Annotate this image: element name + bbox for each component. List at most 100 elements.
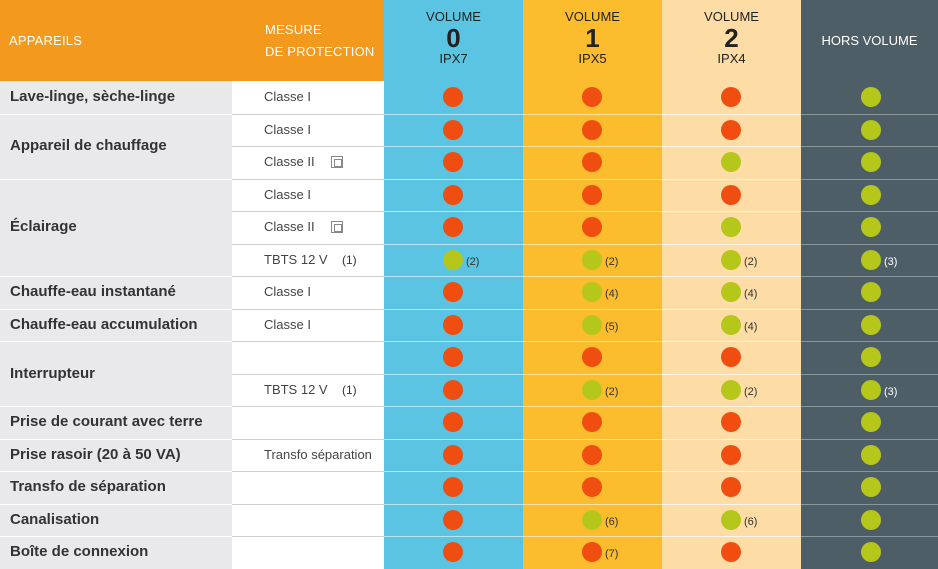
green-dot-icon bbox=[861, 477, 881, 497]
row-divider-measure bbox=[232, 309, 384, 310]
row-divider-measure bbox=[232, 146, 384, 147]
red-dot-icon bbox=[443, 380, 463, 400]
row-divider-measure bbox=[232, 211, 384, 212]
green-dot-icon bbox=[721, 510, 741, 530]
measure-label: Classe I bbox=[264, 122, 311, 137]
class-ii-symbol-icon bbox=[331, 156, 343, 168]
row-divider-vol2 bbox=[662, 179, 801, 180]
row-divider-vol0 bbox=[384, 341, 523, 342]
measure-note: (1) bbox=[342, 253, 357, 267]
row-divider-hors bbox=[801, 309, 938, 310]
appareil-label: Canalisation bbox=[10, 511, 100, 528]
row-divider-vol1 bbox=[523, 309, 662, 310]
row-divider-label bbox=[0, 179, 232, 180]
volume-0-number: 0 bbox=[446, 23, 461, 53]
header-volume-1: VOLUME 1 IPX5 bbox=[523, 0, 662, 81]
volume-2-ip: IPX4 bbox=[717, 51, 746, 66]
red-dot-icon bbox=[582, 477, 602, 497]
red-dot-icon bbox=[582, 152, 602, 172]
green-dot-icon bbox=[861, 347, 881, 367]
row-divider-vol1 bbox=[523, 374, 662, 375]
footnote-ref: (3) bbox=[884, 386, 898, 398]
measure-label: Classe I bbox=[264, 187, 311, 202]
red-dot-icon bbox=[443, 120, 463, 140]
row-divider-vol2 bbox=[662, 374, 801, 375]
footnote-ref: (6) bbox=[605, 516, 619, 528]
green-dot-icon bbox=[582, 250, 602, 270]
header-hors-volume: HORS VOLUME bbox=[821, 33, 918, 48]
green-dot-icon bbox=[861, 87, 881, 107]
measure-label: Classe I bbox=[264, 284, 311, 299]
measure-label: Transfo séparation bbox=[264, 447, 372, 462]
header-mesure-line1: MESURE bbox=[265, 22, 322, 37]
volume-2-number: 2 bbox=[724, 23, 739, 53]
row-divider-hors bbox=[801, 276, 938, 277]
volume-1-title: VOLUME bbox=[565, 9, 620, 24]
row-divider-measure bbox=[232, 179, 384, 180]
measure-label: Classe II bbox=[264, 154, 315, 169]
row-divider-label bbox=[0, 276, 232, 277]
row-divider-measure bbox=[232, 536, 384, 537]
row-divider-vol0 bbox=[384, 114, 523, 115]
red-dot-icon bbox=[582, 87, 602, 107]
appareil-label: Boîte de connexion bbox=[10, 543, 149, 560]
volume-1-ip: IPX5 bbox=[578, 51, 607, 66]
measure-label: Classe I bbox=[264, 89, 311, 104]
row-divider-vol0 bbox=[384, 276, 523, 277]
row-divider-hors bbox=[801, 341, 938, 342]
red-dot-icon bbox=[721, 185, 741, 205]
row-divider-label bbox=[0, 471, 232, 472]
row-divider-label bbox=[0, 406, 232, 407]
row-divider-vol2 bbox=[662, 406, 801, 407]
row-divider-measure bbox=[232, 244, 384, 245]
row-divider-label bbox=[0, 341, 232, 342]
green-dot-icon bbox=[721, 152, 741, 172]
measure-note: (1) bbox=[342, 383, 357, 397]
footnote-ref: (2) bbox=[744, 386, 758, 398]
row-divider-hors bbox=[801, 504, 938, 505]
appareil-label: Chauffe-eau accumulation bbox=[10, 316, 198, 333]
green-dot-icon bbox=[721, 217, 741, 237]
row-divider-vol0 bbox=[384, 471, 523, 472]
green-dot-icon bbox=[861, 380, 881, 400]
footnote-ref: (4) bbox=[605, 288, 619, 300]
row-divider-vol0 bbox=[384, 244, 523, 245]
green-dot-icon bbox=[582, 510, 602, 530]
row-divider-hors bbox=[801, 439, 938, 440]
red-dot-icon bbox=[582, 445, 602, 465]
row-divider-vol2 bbox=[662, 309, 801, 310]
row-divider-label bbox=[0, 439, 232, 440]
row-divider-hors bbox=[801, 471, 938, 472]
red-dot-icon bbox=[582, 120, 602, 140]
green-dot-icon bbox=[721, 315, 741, 335]
row-divider-vol0 bbox=[384, 439, 523, 440]
green-dot-icon bbox=[861, 282, 881, 302]
green-dot-icon bbox=[861, 412, 881, 432]
footnote-ref: (4) bbox=[744, 321, 758, 333]
green-dot-icon bbox=[721, 250, 741, 270]
row-divider-vol2 bbox=[662, 471, 801, 472]
row-divider-vol2 bbox=[662, 439, 801, 440]
header-mesure-line2: DE PROTECTION bbox=[265, 44, 375, 59]
red-dot-icon bbox=[443, 445, 463, 465]
green-dot-icon bbox=[861, 217, 881, 237]
row-divider-label bbox=[0, 309, 232, 310]
row-divider-hors bbox=[801, 179, 938, 180]
row-divider-hors bbox=[801, 244, 938, 245]
row-divider-vol0 bbox=[384, 536, 523, 537]
footnote-ref: (2) bbox=[744, 256, 758, 268]
row-divider-vol1 bbox=[523, 114, 662, 115]
green-dot-icon bbox=[582, 315, 602, 335]
row-divider-vol1 bbox=[523, 439, 662, 440]
red-dot-icon bbox=[443, 477, 463, 497]
footnote-ref: (2) bbox=[605, 256, 619, 268]
row-divider-vol1 bbox=[523, 406, 662, 407]
row-divider-measure bbox=[232, 276, 384, 277]
row-divider-label bbox=[0, 114, 232, 115]
green-dot-icon bbox=[861, 120, 881, 140]
appareil-label: Interrupteur bbox=[10, 365, 96, 382]
footnote-ref: (2) bbox=[605, 386, 619, 398]
row-divider-vol1 bbox=[523, 536, 662, 537]
row-divider-measure bbox=[232, 374, 384, 375]
